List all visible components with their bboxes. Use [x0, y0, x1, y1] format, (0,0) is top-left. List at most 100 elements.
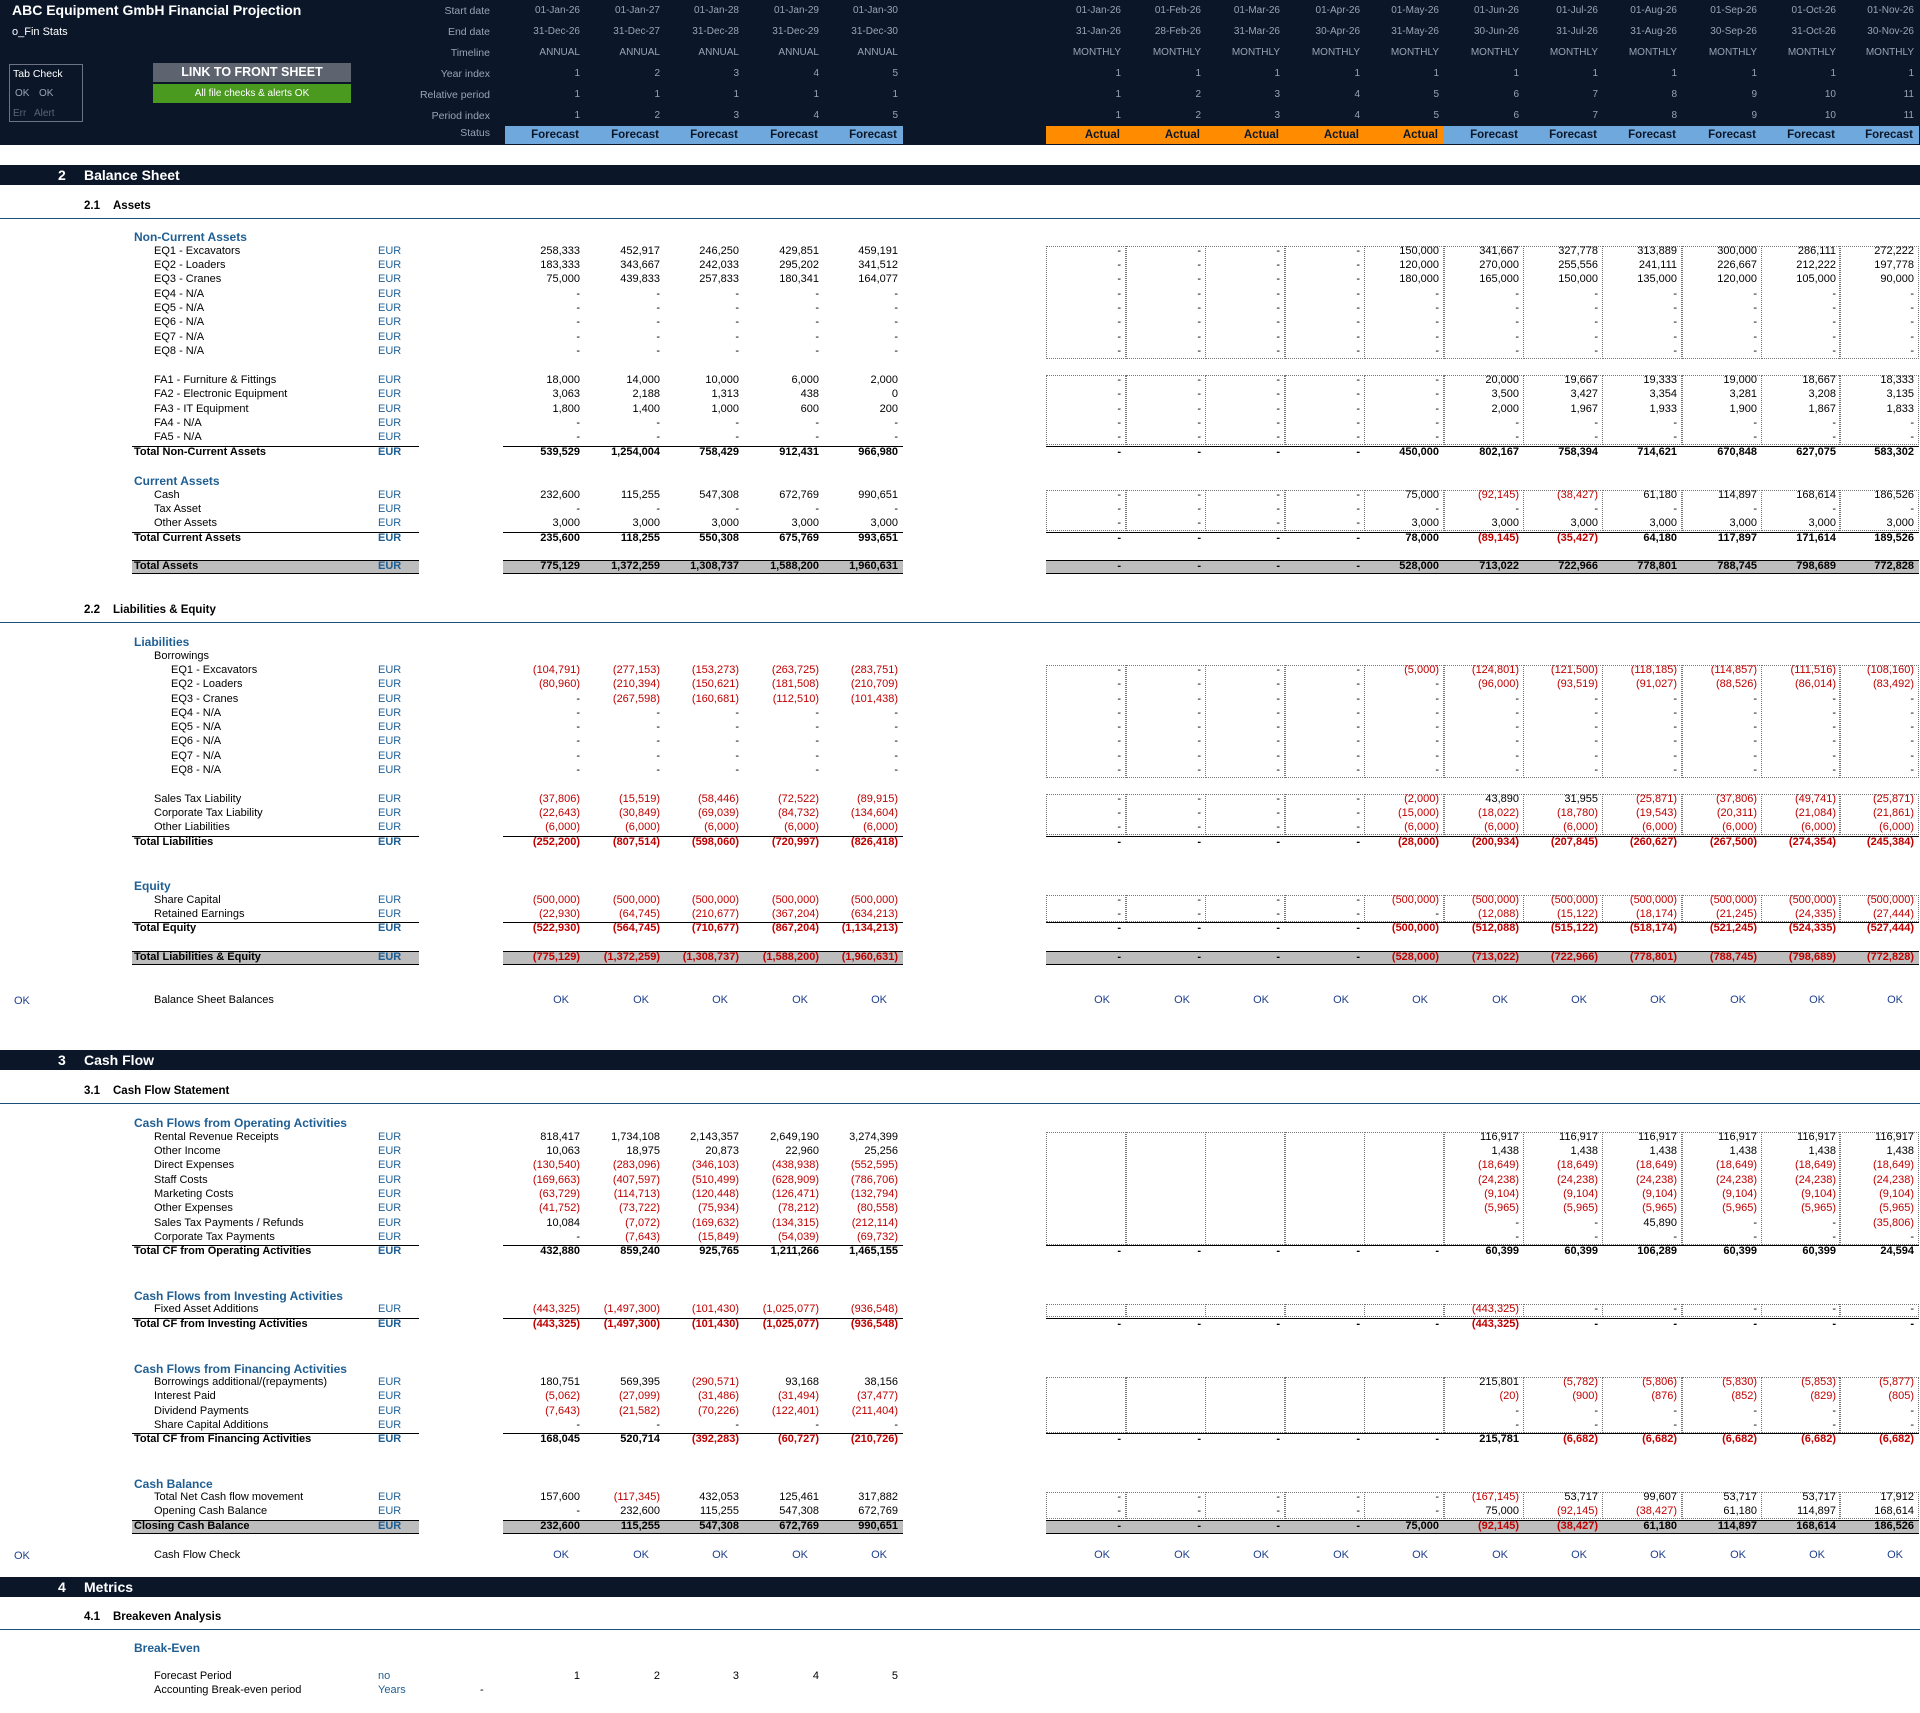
monthly-value: - [1197, 1245, 1201, 1257]
annual-value: (1,372,259) [603, 951, 660, 963]
annual-value: - [815, 707, 819, 719]
monthly-value: 90,000 [1880, 273, 1914, 285]
monthly-grid-cell [1205, 1492, 1285, 1519]
annual-value: - [815, 764, 819, 776]
monthly-value: - [1276, 489, 1280, 501]
monthly-value: (500,000) [1629, 894, 1677, 906]
annual-value: 235,600 [540, 532, 580, 544]
monthly-value: - [1197, 707, 1201, 719]
monthly-value: - [1356, 345, 1360, 357]
annual-value: 25,256 [864, 1145, 898, 1157]
annual-value: (7,643) [625, 1231, 660, 1243]
annual-value: (6,000) [863, 821, 898, 833]
monthly-value: 772,828 [1874, 560, 1914, 572]
annual-value: (634,213) [850, 908, 898, 920]
annual-value: (210,394) [612, 678, 660, 690]
monthly-value: - [1117, 489, 1121, 501]
monthly-value: (37,806) [1716, 793, 1757, 805]
monthly-header-rel: 7 [1592, 89, 1598, 100]
monthly-value: (92,145) [1478, 1520, 1519, 1532]
monthly-value: 61,180 [1643, 489, 1677, 501]
monthly-value: (24,238) [1795, 1174, 1836, 1186]
unit-label: EUR [378, 894, 402, 906]
monthly-value: (9,104) [1563, 1188, 1598, 1200]
monthly-value: - [1594, 302, 1598, 314]
annual-value: - [656, 345, 660, 357]
monthly-header-start: 01-Jul-26 [1556, 5, 1598, 16]
monthly-value: 186,526 [1874, 1520, 1914, 1532]
monthly-value: - [1356, 532, 1360, 544]
monthly-grid-cell [1761, 1304, 1841, 1317]
monthly-value: - [1832, 1231, 1836, 1243]
monthly-value: - [1673, 1405, 1677, 1417]
monthly-value: - [1673, 693, 1677, 705]
unit-label: EUR [378, 503, 402, 515]
unit-label: EUR [378, 1159, 402, 1171]
monthly-value: - [1117, 664, 1121, 676]
annual-value: 3,274,399 [849, 1131, 898, 1143]
monthly-value: - [1356, 489, 1360, 501]
monthly-value: - [1515, 721, 1519, 733]
monthly-value: 1,867 [1808, 403, 1836, 415]
annual-value: 232,600 [540, 1520, 580, 1532]
monthly-value: - [1435, 288, 1439, 300]
monthly-value: (6,682) [1642, 1433, 1677, 1445]
annual-value: (5,062) [545, 1390, 580, 1402]
total-rule [503, 836, 903, 837]
annual-value: 3,000 [632, 517, 660, 529]
monthly-value: 19,333 [1643, 374, 1677, 386]
monthly-header-end: 31-May-26 [1391, 26, 1439, 37]
header-label: Period index [431, 110, 490, 122]
monthly-value: - [1356, 1245, 1360, 1257]
annual-value: (22,930) [539, 908, 580, 920]
monthly-header-timeline: MONTHLY [1390, 47, 1439, 58]
annual-value: 258,333 [540, 245, 580, 257]
monthly-value: (267,500) [1709, 836, 1757, 848]
grand-total-bar [1046, 560, 1919, 574]
annual-value: - [735, 735, 739, 747]
monthly-value: 43,890 [1485, 793, 1519, 805]
monthly-value: - [1276, 693, 1280, 705]
monthly-value: 255,556 [1558, 259, 1598, 271]
tab-check-alert: Alert [34, 108, 55, 119]
monthly-value: - [1435, 331, 1439, 343]
monthly-grid-cell [1364, 1304, 1444, 1317]
check-value: OK [1809, 994, 1825, 1006]
annual-value: - [735, 431, 739, 443]
monthly-value: (18,649) [1716, 1159, 1757, 1171]
monthly-value: - [1753, 1318, 1757, 1330]
unit-label: EUR [378, 1318, 402, 1330]
monthly-header-rel: 6 [1513, 89, 1519, 100]
annual-header-rel: 1 [654, 89, 660, 100]
row-label: Direct Expenses [154, 1159, 235, 1171]
link-to-front-sheet-button[interactable]: LINK TO FRONT SHEET [153, 63, 351, 82]
grand-total-bar [132, 1520, 419, 1534]
annual-value: 429,851 [779, 245, 819, 257]
annual-value: 432,880 [540, 1245, 580, 1257]
monthly-value: - [1910, 288, 1914, 300]
monthly-header-pidx: 1 [1115, 110, 1121, 121]
monthly-value: - [1117, 764, 1121, 776]
monthly-header-timeline: MONTHLY [1470, 47, 1519, 58]
monthly-value: (18,174) [1636, 908, 1677, 920]
row-label: Share Capital Additions [154, 1419, 269, 1431]
annual-value: 2,188 [632, 388, 660, 400]
monthly-value: - [1910, 302, 1914, 314]
file-checks-status: All file checks & alerts OK [153, 84, 351, 103]
row-label: EQ3 - Cranes [171, 693, 239, 705]
annual-value: (212,114) [851, 1217, 898, 1229]
annual-header-year: 2 [654, 68, 660, 79]
row-label: Rental Revenue Receipts [154, 1131, 279, 1143]
monthly-grid-cell [1364, 895, 1444, 922]
monthly-value: - [1197, 273, 1201, 285]
monthly-value: - [1515, 417, 1519, 429]
unit-label: EUR [378, 489, 402, 501]
annual-value: - [894, 721, 898, 733]
monthly-value: - [1117, 345, 1121, 357]
section-metrics-number: 4 [58, 1579, 66, 1595]
annual-value: (114,713) [613, 1188, 660, 1200]
monthly-header-rel: 3 [1274, 89, 1280, 100]
annual-value: 547,308 [779, 1505, 819, 1517]
monthly-value: - [1435, 1318, 1439, 1330]
row-label: Total Non-Current Assets [134, 446, 267, 458]
